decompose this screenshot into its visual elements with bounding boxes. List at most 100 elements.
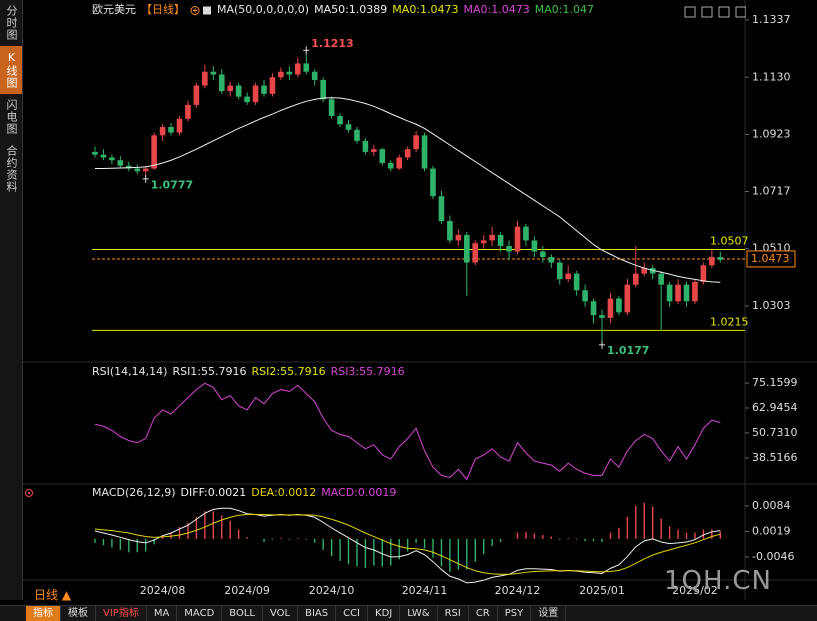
candle-body	[506, 245, 512, 252]
candle-body	[252, 85, 259, 103]
candle-body	[565, 273, 571, 280]
candle-body	[616, 298, 622, 313]
toolbar-item[interactable]: CR	[469, 605, 498, 621]
toolbar-item[interactable]: BOLL	[222, 605, 263, 621]
candle-body	[480, 240, 487, 244]
candle-body	[599, 315, 605, 318]
series-line	[94, 382, 721, 481]
candle-body	[658, 273, 664, 285]
series-line	[95, 97, 721, 283]
level-label: 1.0215	[710, 315, 749, 328]
toolbar-item[interactable]: LW&	[400, 605, 438, 621]
candle-body	[438, 196, 445, 222]
indicator-icon[interactable]	[25, 489, 33, 497]
chart: 1.13371.11301.09231.07171.05101.03031.05…	[22, 0, 817, 600]
candle-body	[464, 234, 470, 263]
period-button[interactable]: 日线 ▲	[34, 588, 72, 602]
toolbar-item[interactable]: BIAS	[298, 605, 337, 621]
toolbar-item[interactable]: KDJ	[368, 605, 401, 621]
candle-body	[193, 85, 200, 105]
y-tick-label: 75.1599	[752, 376, 798, 389]
candle-body	[345, 124, 352, 130]
y-tick-label: 1.1337	[752, 13, 791, 26]
panel-title: 欧元美元	[92, 3, 136, 16]
candle-body	[472, 243, 479, 263]
icon-button[interactable]	[701, 6, 713, 18]
candle-body	[421, 135, 428, 169]
toolbar-item[interactable]: CCI	[336, 605, 369, 621]
toolbar-item[interactable]: VIP指标	[96, 605, 147, 621]
icon-button[interactable]	[684, 6, 696, 18]
toolbar-item[interactable]: 模板	[61, 605, 96, 621]
candle-body	[235, 85, 242, 97]
sidebar-tab[interactable]: 合约资料	[5, 145, 18, 193]
y-tick-label: 1.1130	[752, 70, 791, 83]
candle-body	[227, 85, 233, 92]
candle-body	[117, 160, 124, 166]
candle-body	[311, 71, 318, 81]
sidebar-tab[interactable]: 闪电图	[5, 99, 18, 135]
toolbar-item[interactable]: MACD	[177, 605, 223, 621]
window-icons	[684, 6, 747, 18]
settings-icon[interactable]	[203, 6, 211, 14]
candle-body	[354, 129, 360, 141]
panel-header: MACD(26,12,9) DIFF:0.0021 DEA:0.0012 MACD:0…	[92, 486, 396, 500]
panel-title: MACD(26,12,9)	[92, 486, 176, 499]
y-tick-label: 1.0923	[752, 128, 791, 141]
candle-body	[514, 226, 521, 252]
candle-body	[185, 104, 191, 119]
legend-entry: MA50:1.0389	[314, 3, 388, 16]
x-tick-label: 2025/02	[672, 584, 718, 597]
sidebar-tab[interactable]: K线图	[0, 46, 22, 94]
panel-header: RSI(14,14,14) RSI1:55.7916 RSI2:55.7916 RSI…	[92, 365, 405, 379]
candle-body	[151, 135, 157, 169]
panel-title: RSI(14,14,14)	[92, 365, 168, 378]
candle-body	[396, 157, 402, 169]
candle-body	[142, 168, 149, 172]
candle-body	[675, 284, 681, 302]
candle-body	[269, 77, 276, 94]
window-controls	[684, 3, 747, 22]
candle-body	[531, 240, 538, 252]
candle-body	[134, 168, 141, 172]
candle-body	[666, 284, 673, 302]
candle-body	[328, 99, 335, 116]
candle-body	[303, 63, 310, 72]
legend-entry: MA0:1.0473	[463, 3, 530, 16]
indicator-icon-dot	[27, 491, 31, 495]
x-tick-label: 2024/12	[495, 584, 541, 597]
candle-body	[159, 127, 166, 136]
level-label: 1.0507	[710, 235, 749, 248]
candle-body	[109, 157, 115, 161]
sidebar-tab[interactable]: 分时图	[5, 5, 18, 41]
y-tick-label: 1.0717	[752, 184, 791, 197]
y-tick-label: 0.0019	[752, 524, 791, 537]
legend-entry: MA0:1.047	[534, 3, 594, 16]
toolbar-item[interactable]: VOL	[263, 605, 299, 621]
add-icon[interactable]	[190, 5, 200, 15]
indicator-label: MA(50,0,0,0,0,0)	[217, 3, 310, 16]
candle-body	[523, 226, 529, 241]
candle-body	[633, 273, 639, 285]
candle-body	[295, 63, 301, 75]
candle-body	[320, 80, 326, 100]
legend-entry: DEA:0.0012	[251, 486, 317, 499]
candle-body	[210, 71, 217, 75]
candle-body	[278, 71, 284, 78]
toolbar-item[interactable]: RSI	[438, 605, 469, 621]
toolbar-item[interactable]: 指标	[26, 605, 61, 621]
legend-entry: MA0:1.0473	[392, 3, 459, 16]
series-line	[94, 507, 721, 584]
header-icons[interactable]	[190, 5, 212, 16]
candle-body	[176, 118, 183, 133]
toolbar-item[interactable]: PSY	[498, 605, 532, 621]
toolbar-item[interactable]: 设置	[531, 605, 567, 621]
sidebar: 分时图 K线图闪电图合约资料	[0, 0, 23, 600]
legend-entry: RSI2:55.7916	[251, 365, 326, 378]
icon-button[interactable]	[735, 6, 747, 18]
legend-entry: RSI1:55.7916	[172, 365, 247, 378]
toolbar-item[interactable]: MA	[147, 605, 178, 621]
candle-body	[430, 168, 436, 197]
icon-button[interactable]	[718, 6, 730, 18]
